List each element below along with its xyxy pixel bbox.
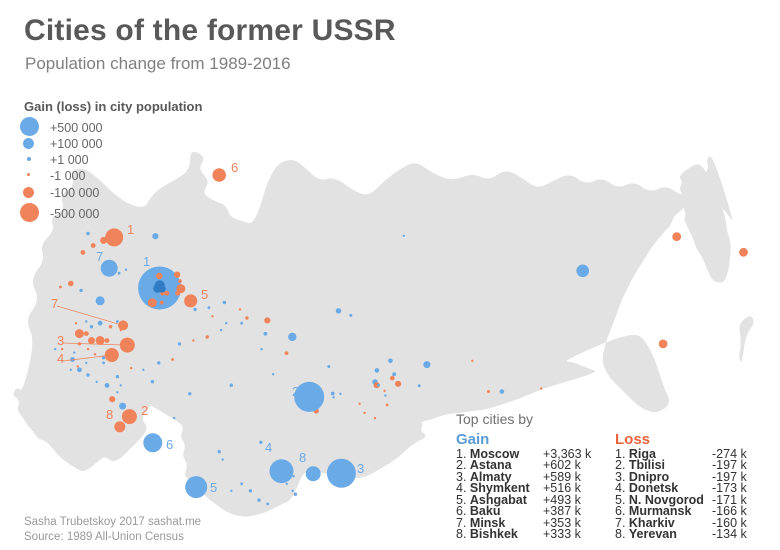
svg-text:7: 7 <box>51 296 58 311</box>
svg-text:5: 5 <box>201 287 208 302</box>
svg-text:1: 1 <box>143 254 150 269</box>
svg-text:3: 3 <box>57 333 64 348</box>
svg-text:6: 6 <box>231 160 238 175</box>
svg-text:2: 2 <box>292 384 299 399</box>
svg-text:4: 4 <box>57 351 64 366</box>
svg-text:7: 7 <box>96 249 103 264</box>
svg-text:4: 4 <box>265 440 272 455</box>
svg-text:5: 5 <box>210 480 217 495</box>
svg-text:2: 2 <box>141 403 148 418</box>
svg-text:8: 8 <box>106 407 113 422</box>
svg-text:3: 3 <box>357 461 364 476</box>
svg-text:1: 1 <box>127 222 134 237</box>
svg-text:8: 8 <box>299 450 306 465</box>
svg-text:6: 6 <box>166 437 173 452</box>
